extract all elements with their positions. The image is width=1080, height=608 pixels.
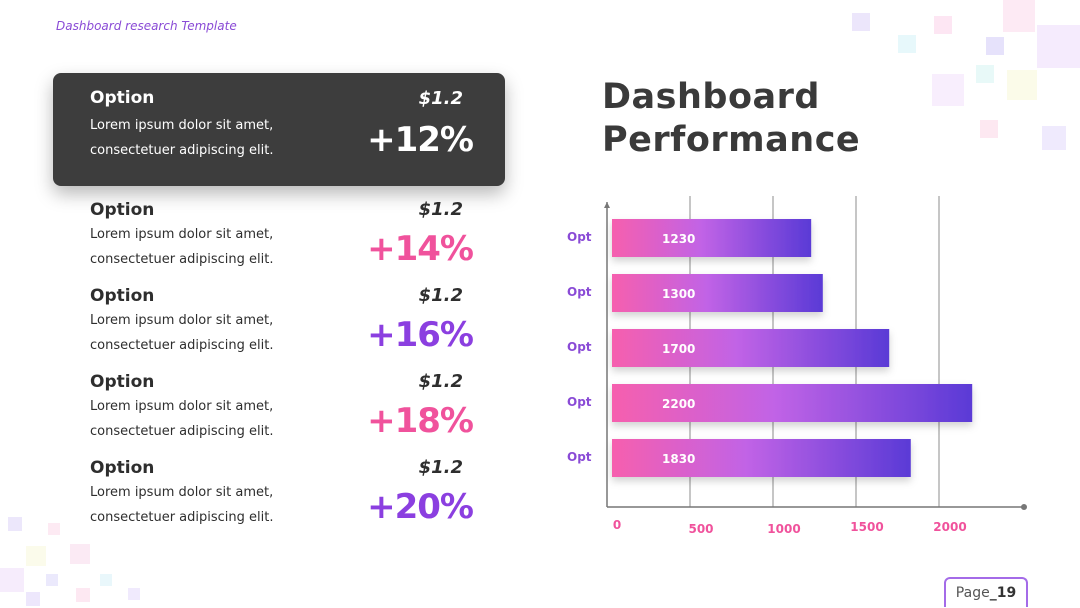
option-title: Option bbox=[90, 458, 155, 478]
x-tick-label: 1000 bbox=[767, 522, 800, 536]
option-percent: +12% bbox=[367, 120, 474, 160]
bar bbox=[612, 329, 890, 367]
bar-value-label: 1700 bbox=[662, 342, 695, 356]
option-card-highlighted: Option Lorem ipsum dolor sit amet, conse… bbox=[53, 73, 505, 186]
category-label: Opt bbox=[567, 395, 592, 409]
category-label: Opt bbox=[567, 285, 592, 299]
option-title: Option bbox=[90, 286, 155, 306]
x-tick-label: 2000 bbox=[933, 520, 966, 534]
bar-value-label: 1300 bbox=[662, 287, 695, 301]
bar-value-label: 2200 bbox=[662, 397, 695, 411]
option-title: Option bbox=[90, 200, 155, 220]
option-description: Lorem ipsum dolor sit amet, consectetuer… bbox=[90, 118, 274, 158]
option-item: Option Lorem ipsum dolor sit amet, conse… bbox=[53, 284, 505, 364]
option-percent: +20% bbox=[367, 487, 474, 527]
bar-value-label: 1830 bbox=[662, 452, 695, 466]
y-axis-arrow bbox=[604, 202, 610, 208]
bar bbox=[612, 219, 812, 257]
category-label: Opt bbox=[567, 450, 592, 464]
x-tick-label: 0 bbox=[613, 518, 621, 532]
bar bbox=[612, 384, 973, 422]
x-tick-label: 1500 bbox=[850, 520, 883, 534]
x-axis-end-dot bbox=[1021, 504, 1027, 510]
option-description: Lorem ipsum dolor sit amet, consectetuer… bbox=[90, 399, 274, 439]
page-number: _19 bbox=[989, 585, 1017, 601]
performance-title-line1: Dashboard bbox=[602, 77, 820, 117]
category-label: Opt bbox=[567, 230, 592, 244]
option-description: Lorem ipsum dolor sit amet, consectetuer… bbox=[90, 313, 274, 353]
option-item: Option Lorem ipsum dolor sit amet, conse… bbox=[53, 198, 505, 278]
template-label: Dashboard research Template bbox=[56, 19, 237, 33]
option-price: $1.2 bbox=[418, 457, 463, 478]
option-title: Option bbox=[90, 372, 155, 392]
page-number-badge: Page_19 bbox=[944, 577, 1028, 607]
option-description: Lorem ipsum dolor sit amet, consectetuer… bbox=[90, 485, 274, 525]
option-price: $1.2 bbox=[418, 199, 463, 220]
bar bbox=[612, 274, 823, 312]
option-item: Option Lorem ipsum dolor sit amet, conse… bbox=[53, 370, 505, 450]
horizontal-bar-chart: 0 500 1000 1500 2000 1230 Opt 1300 Opt 1700 Opt 220… bbox=[567, 196, 1027, 536]
option-price: $1.2 bbox=[418, 371, 463, 392]
option-item: Option Lorem ipsum dolor sit amet, conse… bbox=[53, 456, 505, 536]
category-label: Opt bbox=[567, 340, 592, 354]
page-prefix: Page bbox=[955, 585, 990, 601]
option-percent: +18% bbox=[367, 401, 474, 441]
option-price: $1.2 bbox=[418, 285, 463, 306]
x-tick-label: 500 bbox=[688, 522, 713, 536]
option-description: Lorem ipsum dolor sit amet, consectetuer… bbox=[90, 227, 274, 267]
option-title: Option bbox=[90, 88, 155, 108]
bar bbox=[612, 439, 911, 477]
option-percent: +16% bbox=[367, 315, 474, 355]
performance-title-line2: Performance bbox=[602, 120, 861, 160]
bar-value-label: 1230 bbox=[662, 232, 695, 246]
performance-title: Dashboard Performance bbox=[602, 76, 860, 162]
option-percent: +14% bbox=[367, 229, 474, 269]
option-price: $1.2 bbox=[418, 88, 463, 109]
